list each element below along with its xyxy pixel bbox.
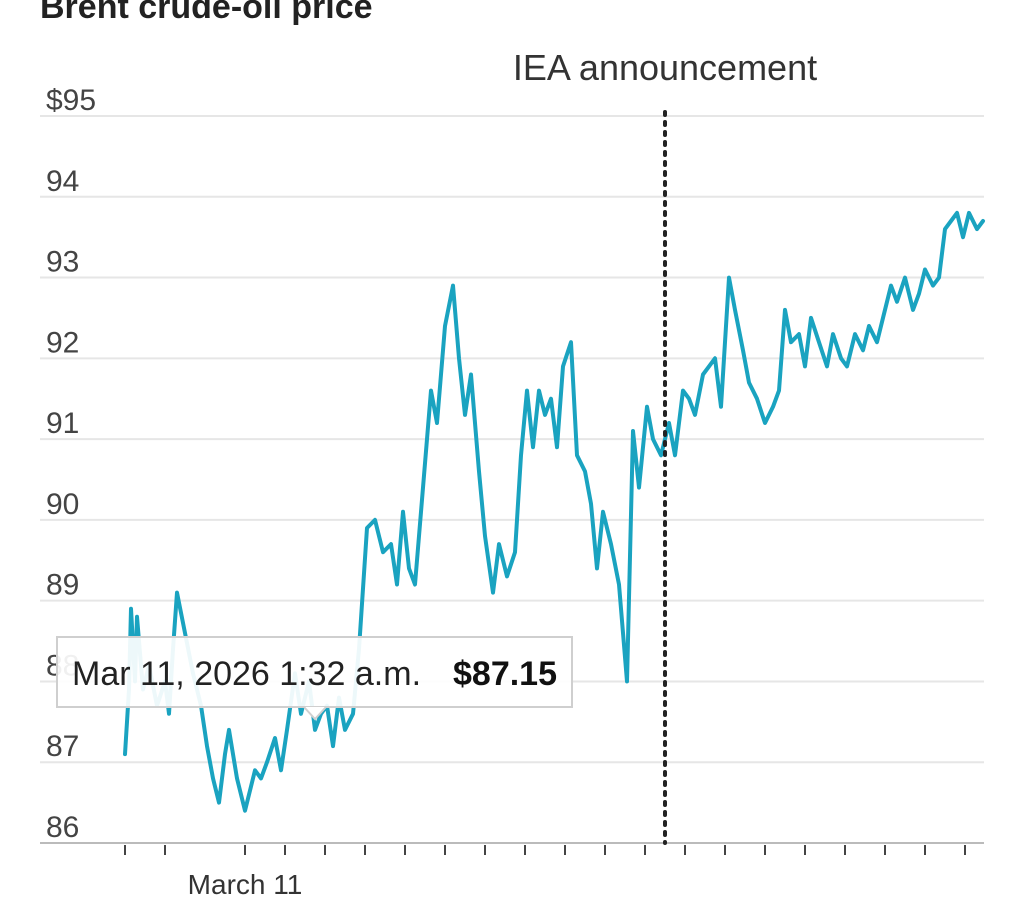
y-tick-label: 90: [46, 488, 79, 521]
tooltip-date: Mar 11, 2026 1:32 a.m.: [72, 655, 421, 693]
y-axis-labels: $95949392919089888786: [46, 84, 96, 844]
x-axis-ticks: March 11: [124, 845, 966, 900]
tooltip-pointer: [303, 706, 327, 721]
y-tick-label: $95: [46, 84, 96, 117]
series-line-0: [123, 210, 985, 813]
y-tick-label: 91: [46, 407, 79, 440]
gridlines: [40, 115, 984, 844]
annotations: IEA announcement: [513, 47, 817, 845]
y-tick-label: 94: [46, 165, 79, 198]
price-series: [123, 210, 985, 813]
x-tick-label: March 11: [188, 869, 303, 900]
iea-announcement-label: IEA announcement: [513, 47, 817, 88]
y-tick-label: 87: [46, 730, 79, 763]
y-tick-label: 92: [46, 326, 79, 359]
tooltip-box: [56, 636, 573, 708]
chart-title: Brent crude-oil price: [40, 0, 373, 26]
y-tick-label: 86: [46, 811, 79, 844]
price-tooltip[interactable]: Mar 11, 2026 1:32 a.m. $87.15: [56, 636, 573, 721]
tooltip-price: $87.15: [453, 655, 557, 693]
y-tick-label: 93: [46, 246, 79, 279]
y-tick-label: 89: [46, 569, 79, 602]
